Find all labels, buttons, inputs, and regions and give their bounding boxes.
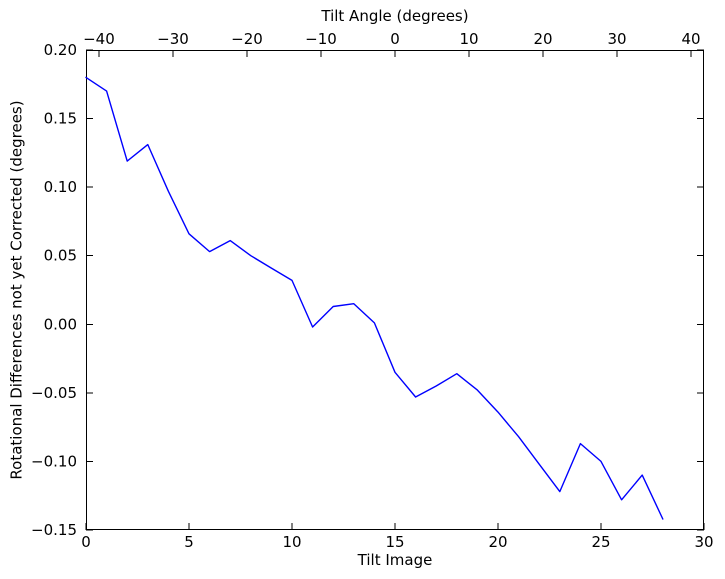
top-tick-label: 10 [459, 30, 478, 48]
y-tick-label: −0.10 [31, 452, 77, 470]
axes-frame [86, 50, 704, 530]
top-tick-label: 30 [607, 30, 626, 48]
x-tick-label: 5 [184, 533, 194, 551]
y-tick-label: 0.00 [44, 315, 77, 333]
x-tick-label: 30 [694, 533, 713, 551]
top-tick-label: −40 [83, 30, 115, 48]
y-tick-label: 0.15 [44, 110, 77, 128]
top-tick-label: −30 [157, 30, 189, 48]
y-tick-label: 0.05 [44, 247, 77, 265]
y-tick-label: 0.20 [44, 41, 77, 59]
top-tick-label: −10 [305, 30, 337, 48]
top-tick-label: 0 [390, 30, 400, 48]
y-axis-title: Rotational Differences not yet Corrected… [7, 100, 26, 480]
data-line-rotational-difference [85, 76, 664, 520]
y-tick-label: −0.05 [31, 384, 77, 402]
top-tick-label: −20 [231, 30, 263, 48]
top-tick-label: 20 [533, 30, 552, 48]
x-tick-label: 0 [81, 533, 91, 551]
y-tick-label: 0.10 [44, 178, 77, 196]
top-axis-title: Tilt Angle (degrees) [321, 7, 469, 25]
x-axis-title: Tilt Image [357, 551, 433, 569]
x-tick-label: 15 [385, 533, 404, 551]
x-tick-label: 20 [488, 533, 507, 551]
x-tick-label: 25 [591, 533, 610, 551]
top-tick-label: 40 [682, 30, 701, 48]
x-tick-label: 10 [282, 533, 301, 551]
y-tick-label: −0.15 [31, 521, 77, 539]
